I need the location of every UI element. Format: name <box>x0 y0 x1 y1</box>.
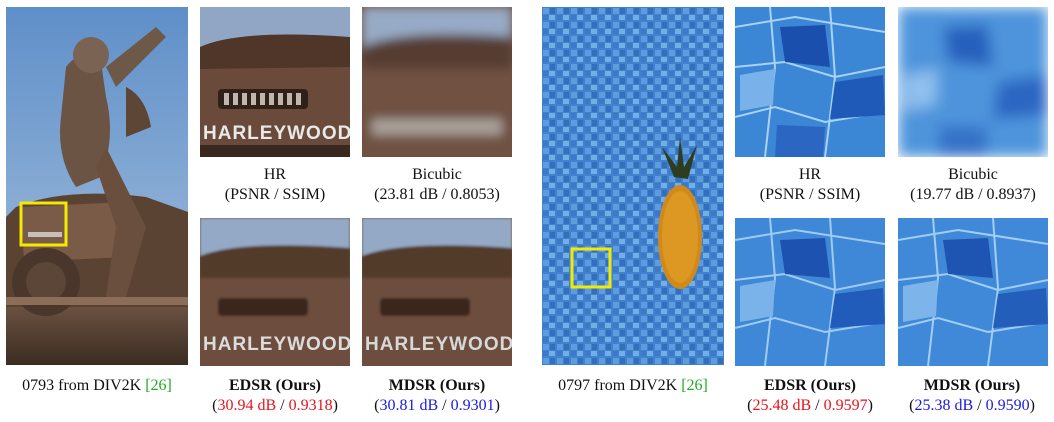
right-bicubic-crop <box>898 7 1048 157</box>
right-bicubic-caption: Bicubic (19.77 dB / 0.8937) <box>898 165 1048 205</box>
right-mdsr-ssim: 0.9590 <box>985 397 1030 414</box>
left-mdsr-psnr: 30.81 dB <box>379 397 439 414</box>
left-bicubic-caption: Bicubic (23.81 dB / 0.8053) <box>362 165 512 205</box>
left-source-text: 0793 from DIV2K <box>22 377 142 394</box>
left-mdsr-name: MDSR (Ours) <box>388 377 486 394</box>
edsr-tiles-crop-image <box>735 218 885 366</box>
edsr-crop-image <box>200 218 350 366</box>
left-source-caption: 0793 from DIV2K [26] <box>6 376 188 396</box>
left-edsr-ssim: 0.9318 <box>288 397 333 414</box>
right-hr-caption: HR (PSNR / SSIM) <box>735 165 885 205</box>
right-edsr-psnr: 25.48 dB <box>752 397 812 414</box>
left-hr-name: HR <box>263 166 287 183</box>
hr-crop-label: HARLEYWOOD <box>203 123 350 144</box>
right-bicubic-metric: (19.77 dB / 0.8937) <box>910 186 1036 203</box>
right-mdsr-crop <box>898 218 1048 366</box>
left-bicubic-name: Bicubic <box>412 166 462 183</box>
motorcycle-statue-photo <box>6 7 188 365</box>
left-bicubic-metric: (23.81 dB / 0.8053) <box>374 186 500 203</box>
left-edsr-name: EDSR (Ours) <box>228 377 321 394</box>
left-mdsr-crop: HARLEYWOOD <box>362 218 512 366</box>
right-edsr-crop <box>735 218 885 366</box>
right-bicubic-name: Bicubic <box>948 166 998 183</box>
left-mdsr-caption: MDSR (Ours) (30.81 dB / 0.9301) <box>374 377 500 414</box>
right-mdsr-caption: MDSR (Ours) (25.38 dB / 0.9590) <box>909 377 1035 414</box>
left-edsr-caption: EDSR (Ours) (30.94 dB / 0.9318) <box>212 377 338 414</box>
hr-crop-image <box>200 7 350 157</box>
right-edsr-name: EDSR (Ours) <box>763 377 856 394</box>
left-hr-metric: (PSNR / SSIM) <box>224 186 326 203</box>
mdsr-crop-label: HARLEYWOOD <box>365 334 512 355</box>
right-hr-name: HR <box>798 166 822 183</box>
right-main-image <box>542 7 724 365</box>
left-hr-crop: HARLEYWOOD <box>200 7 350 157</box>
hr-tiles-crop-image <box>735 7 885 157</box>
left-main-image <box>6 7 188 365</box>
bicubic-crop-image <box>362 7 512 157</box>
mdsr-crop-image <box>362 218 512 366</box>
pool-tiles-pineapple-photo <box>542 7 724 365</box>
left-bicubic-crop <box>362 7 512 157</box>
left-citation-link[interactable]: [26] <box>145 377 172 394</box>
right-hr-crop <box>735 7 885 157</box>
right-edsr-ssim: 0.9597 <box>823 397 868 414</box>
edsr-crop-label: HARLEYWOOD <box>203 334 350 355</box>
right-mdsr-name: MDSR (Ours) <box>923 377 1021 394</box>
right-hr-metric: (PSNR / SSIM) <box>759 186 861 203</box>
right-citation-link[interactable]: [26] <box>681 377 708 394</box>
right-edsr-caption: EDSR (Ours) (25.48 dB / 0.9597) <box>747 377 873 414</box>
left-mdsr-ssim: 0.9301 <box>450 397 495 414</box>
bicubic-tiles-crop-image <box>898 7 1048 157</box>
right-mdsr-psnr: 25.38 dB <box>914 397 974 414</box>
right-source-text: 0797 from DIV2K <box>558 377 678 394</box>
right-source-caption: 0797 from DIV2K [26] <box>542 376 724 396</box>
mdsr-tiles-crop-image <box>898 218 1048 366</box>
left-hr-caption: HR (PSNR / SSIM) <box>200 165 350 205</box>
left-edsr-psnr: 30.94 dB <box>217 397 277 414</box>
left-edsr-crop: HARLEYWOOD <box>200 218 350 366</box>
